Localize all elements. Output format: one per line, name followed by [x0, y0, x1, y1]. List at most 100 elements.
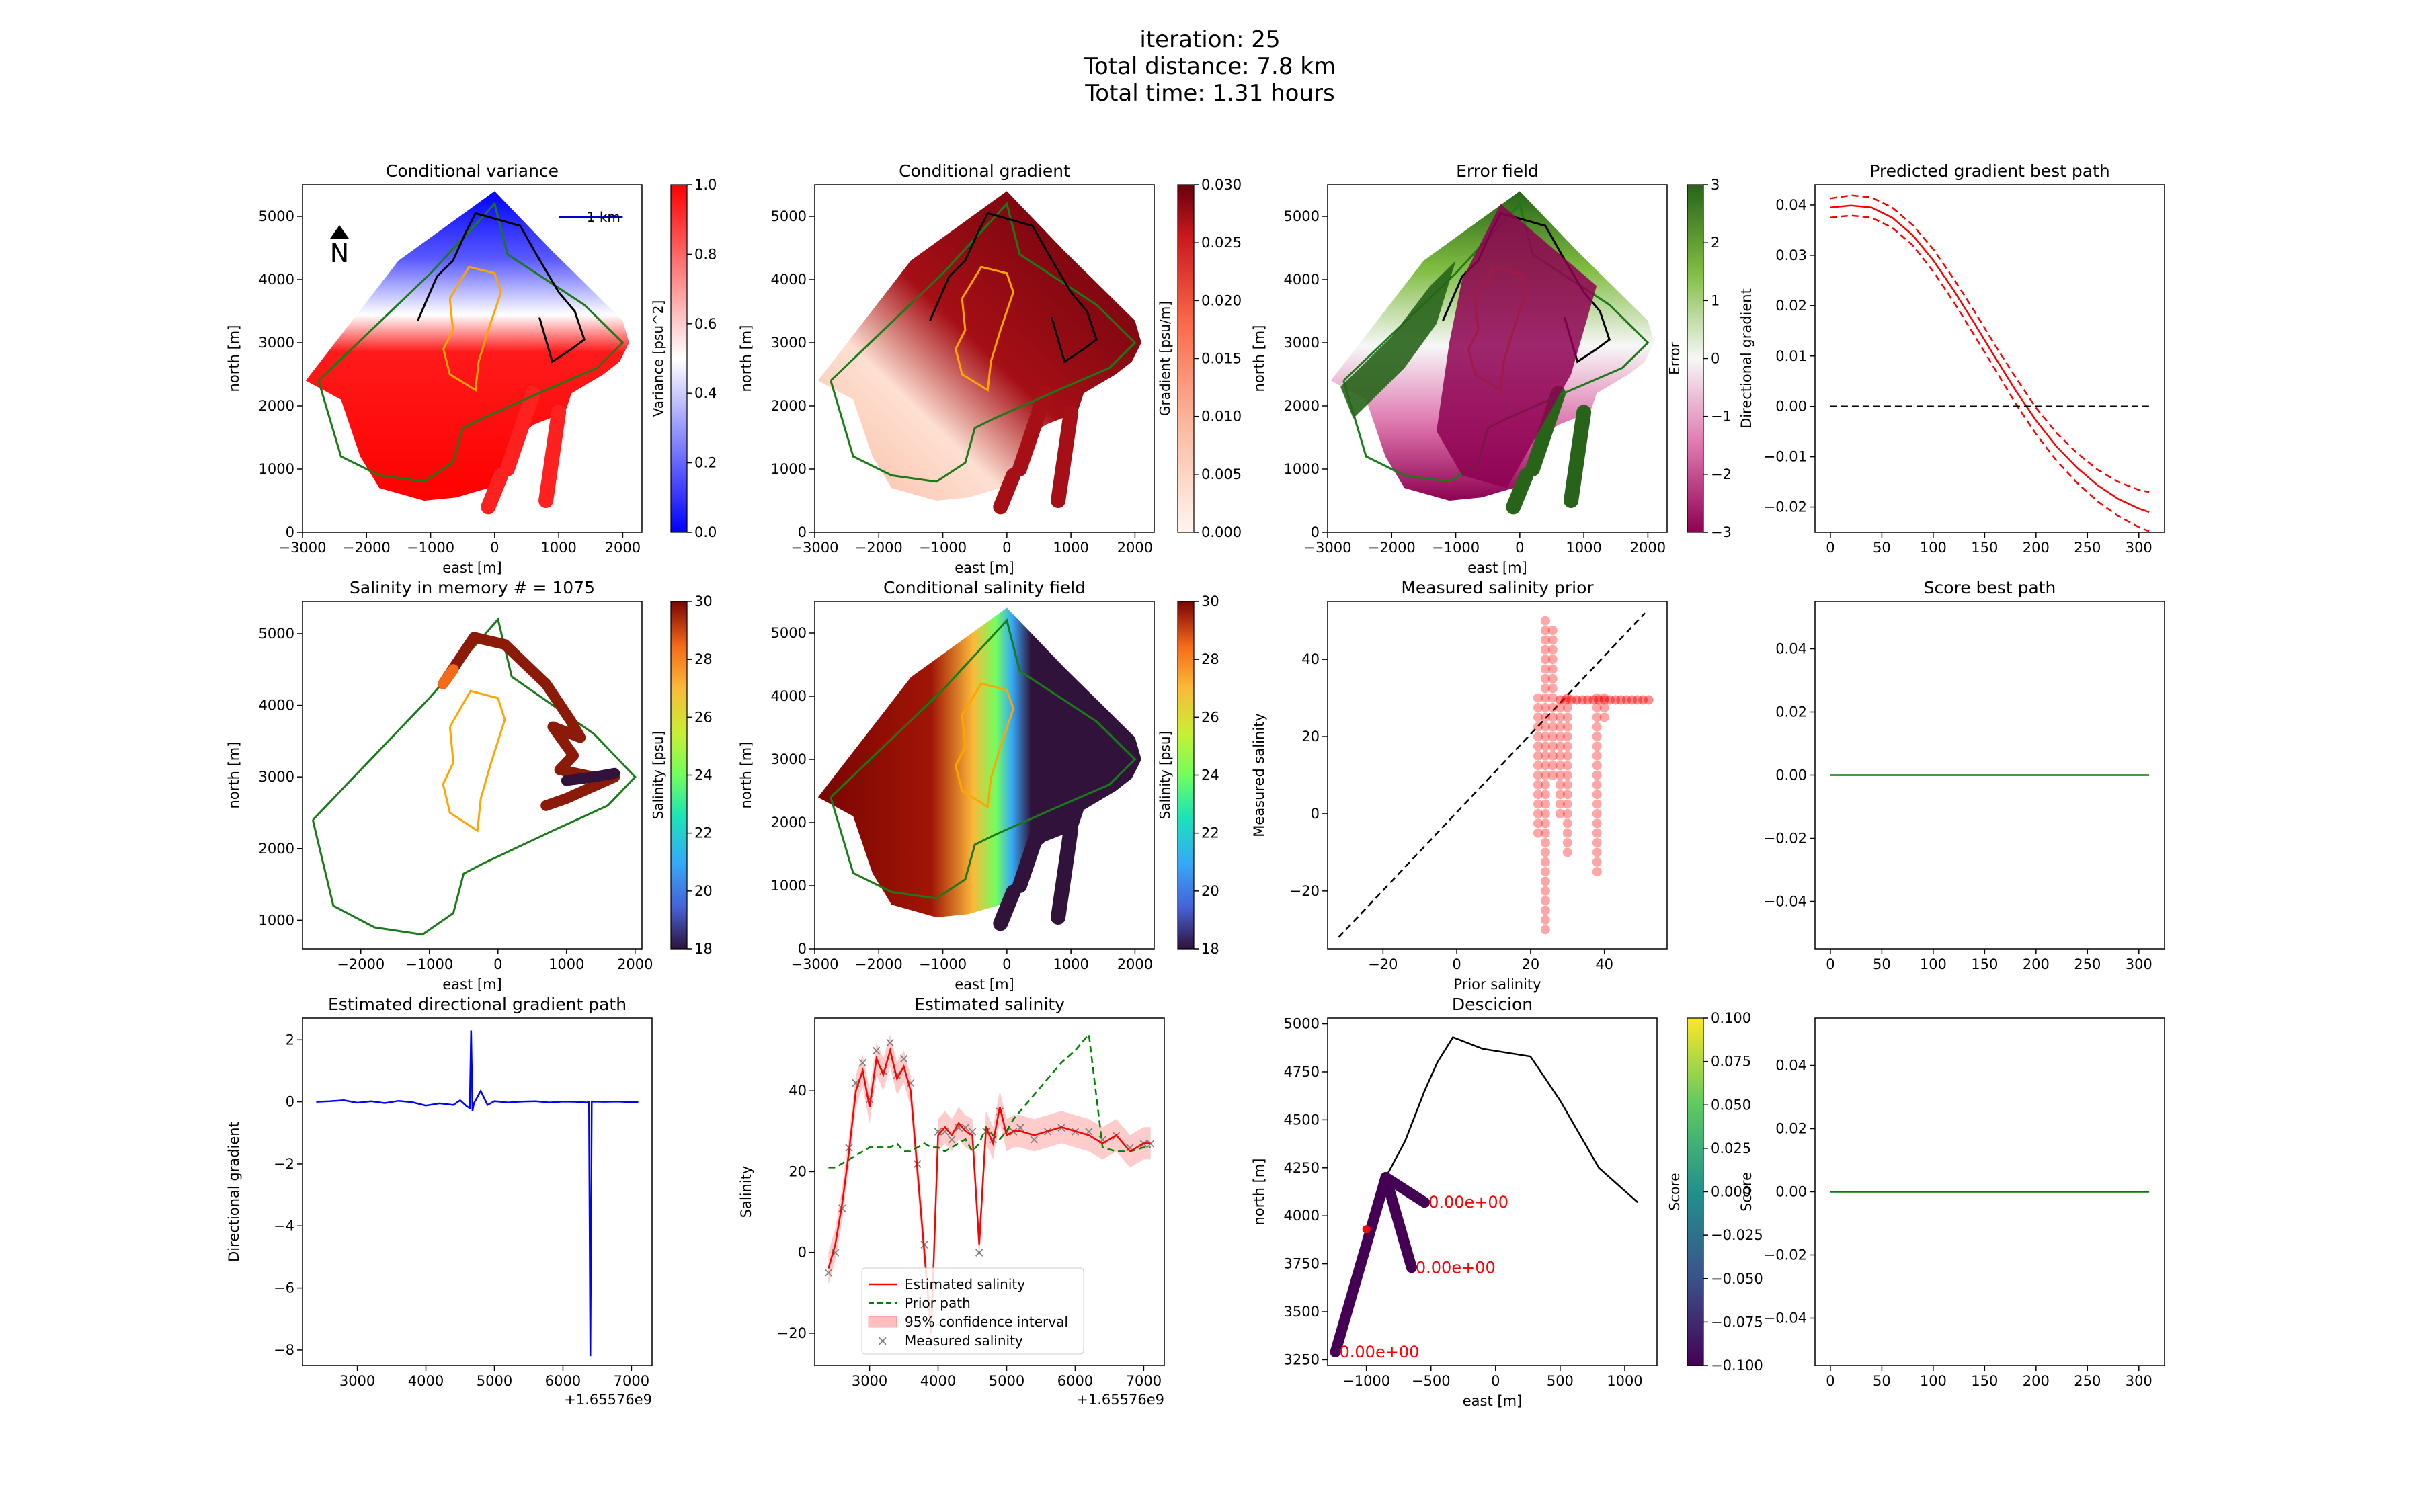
- suptitle-line-2: Total distance: 7.8 km: [1084, 53, 1336, 80]
- x-tick-label: −2000: [1368, 540, 1416, 556]
- p5-xlabel: east [m]: [442, 976, 501, 993]
- y-tick-label: 4000: [1284, 271, 1320, 288]
- legend-label: Prior path: [905, 1295, 971, 1311]
- scatter-point: [1555, 770, 1565, 780]
- colorbar-tick-label: 0.030: [1201, 177, 1242, 193]
- y-tick-label: 0: [286, 1094, 294, 1110]
- subplot-p3: Error field −3000 −2000 −1000 0 1000 2000 0 1000…: [1251, 161, 1732, 576]
- x-tick-label: 4000: [408, 1373, 444, 1389]
- survey-leg: [1012, 386, 1053, 476]
- y-tick-label: 0.00: [1775, 398, 1807, 415]
- y-tick-label: 1000: [259, 461, 294, 477]
- x-tick-label: 1000: [1566, 540, 1601, 556]
- survey-leg: [1506, 468, 1534, 515]
- scatter-point: [1540, 751, 1550, 761]
- scatter-point: [1547, 761, 1558, 771]
- colorbar-tick-label: 0.0: [694, 524, 717, 540]
- x-tick-label: 0: [490, 540, 499, 556]
- x-tick-label: −1000: [1342, 1373, 1390, 1389]
- subplot-grid: Conditional variance−3000 −2000 −1000 0 1000…: [226, 161, 2165, 1409]
- decision-path: [1385, 1036, 1639, 1204]
- y-tick-label: 20: [789, 1163, 807, 1179]
- scatter-point: [1555, 790, 1565, 800]
- x-tick-label: 200: [2023, 1373, 2050, 1389]
- scatter-point: [1599, 712, 1609, 722]
- scatter-point: [1627, 695, 1637, 705]
- scatter-point: [1547, 664, 1558, 674]
- x-tick-label: 500: [1547, 1373, 1574, 1389]
- scatter-point: [1572, 695, 1582, 705]
- x-tick-label: −1000: [1432, 540, 1480, 556]
- scatter-point: [1592, 799, 1602, 809]
- p7-title: Measured salinity prior: [1401, 578, 1594, 597]
- y-tick-label: 1000: [259, 912, 294, 928]
- x-tick-label: 1000: [1053, 540, 1088, 556]
- x-tick-label: 0: [1491, 1373, 1500, 1389]
- x-tick-label: −20: [1368, 956, 1398, 972]
- x-tick-label: 150: [1971, 540, 1998, 556]
- error-region: [1340, 260, 1456, 419]
- scatter-point: [1540, 712, 1550, 722]
- subplot-p4: Predicted gradient best path 0 50 100 150 200…: [1738, 161, 2165, 556]
- salinity-track-mid: [438, 664, 459, 689]
- x-tick-label: 300: [2126, 540, 2152, 556]
- colorbar-tick-label: 3: [1711, 177, 1720, 193]
- colorbar-tick-label: 2: [1711, 235, 1720, 251]
- boundary-line: [830, 618, 1137, 900]
- legend-label: Measured salinity: [905, 1333, 1023, 1349]
- scatter-point: [1566, 695, 1576, 705]
- scatter-point: [1562, 712, 1572, 722]
- y-tick-label: 0.03: [1775, 247, 1807, 263]
- colorbar-tick-label: 26: [1201, 709, 1219, 725]
- measured-marker: ×: [946, 1131, 958, 1147]
- x-tick-label: 1000: [549, 956, 584, 972]
- measured-marker: ×: [850, 1075, 862, 1091]
- scatter-point: [1547, 712, 1558, 722]
- scatter-point: [1592, 741, 1602, 751]
- subplot-p11: Descicion −1000 −500 0 500 1000 3250 3500 3750 40…: [1251, 995, 1763, 1409]
- subplot-p1: Conditional variance −3000 −2000 −1000 0 1000…: [226, 161, 717, 576]
- axes-frame: [1814, 184, 2165, 533]
- x-tick-label: 200: [2023, 956, 2050, 972]
- x-tick-label: −2000: [343, 540, 391, 556]
- scatter-point: [1555, 722, 1565, 732]
- y-tick-label: 0.01: [1775, 348, 1807, 364]
- colorbar-tick-label: 30: [694, 593, 713, 610]
- colorbar-tick-label: 20: [1201, 883, 1219, 899]
- scatter-point: [1561, 695, 1571, 705]
- scatter-point: [1540, 732, 1550, 742]
- scatter-point: [1555, 712, 1565, 722]
- x-tick-label: 2000: [1117, 956, 1153, 972]
- scatter-point: [1547, 741, 1558, 751]
- x-tick-label: 1000: [1607, 1373, 1642, 1389]
- y-tick-label: 4000: [259, 698, 294, 714]
- scatter-point: [1592, 732, 1602, 742]
- x-tick-label: −1000: [919, 956, 967, 972]
- x-tick-label: −1000: [919, 540, 967, 556]
- y-tick-label: 0.04: [1775, 641, 1807, 657]
- obstacle-outline: [442, 265, 502, 392]
- colorbar-tick-label: 0.025: [1711, 1140, 1751, 1157]
- y-tick-label: 3750: [1284, 1256, 1320, 1272]
- y-tick-label: 0.02: [1775, 298, 1807, 314]
- axes-frame: [302, 601, 643, 950]
- y-tick-label: 1000: [1284, 461, 1320, 477]
- scatter-point: [1577, 695, 1587, 705]
- scatter-point: [1592, 808, 1602, 818]
- map-layer: [305, 191, 629, 515]
- scatter-point: [1533, 712, 1543, 722]
- colorbar-tick-label: 0.4: [694, 385, 717, 401]
- colorbar-tick-label: 24: [1201, 767, 1219, 784]
- branch-score-label: 0.00e+00: [1340, 1343, 1420, 1361]
- colorbar-gradient: [1177, 184, 1195, 533]
- y-tick-label: −20: [1290, 883, 1320, 899]
- measured-marker: ×: [939, 1123, 951, 1139]
- scatter-point: [1547, 673, 1558, 683]
- measured-marker: ×: [953, 1119, 965, 1135]
- suptitle-line-1: iteration: 25: [1139, 26, 1280, 53]
- scatter-point: [1540, 838, 1550, 848]
- y-tick-label: −0.04: [1764, 1310, 1807, 1327]
- scatter-point: [1540, 818, 1550, 829]
- scatter-point: [1562, 770, 1572, 780]
- p10-ylabel: Salinity: [738, 1166, 754, 1218]
